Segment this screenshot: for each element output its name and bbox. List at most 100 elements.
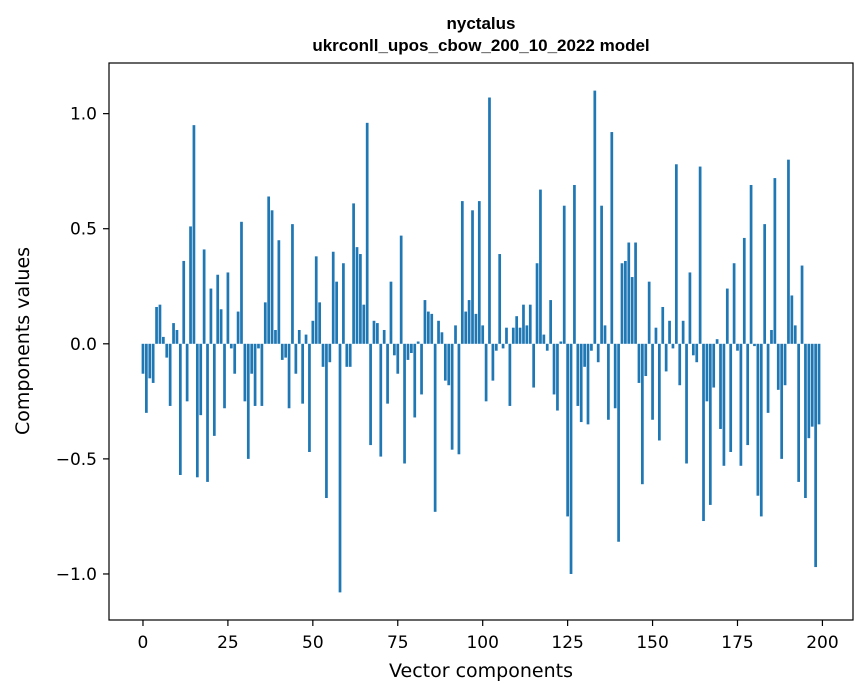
bar-55: [328, 343, 332, 363]
bar-27: [233, 343, 237, 374]
bar-4: [155, 306, 158, 344]
plot-frame: [108, 62, 854, 621]
bar-191: [790, 295, 794, 344]
bar-109: [511, 327, 515, 344]
bar-77: [403, 343, 406, 464]
bar-186: [773, 178, 777, 344]
bar-3: [151, 343, 155, 383]
bar-75: [396, 343, 400, 374]
bar-53: [321, 343, 325, 367]
bar-23: [219, 309, 223, 344]
bar-132: [590, 343, 593, 351]
bar-82: [420, 343, 423, 395]
x-tick-label: 175: [721, 633, 753, 653]
bar-129: [579, 343, 583, 423]
bar-6: [162, 336, 165, 344]
bar-168: [712, 343, 716, 388]
bar-63: [355, 247, 359, 344]
bar-39: [274, 329, 277, 344]
bar-140: [617, 343, 620, 542]
bar-101: [484, 343, 488, 402]
bar-66: [365, 122, 369, 344]
x-tick-label: 25: [217, 633, 239, 653]
bar-173: [729, 343, 733, 452]
bar-112: [522, 304, 525, 344]
bar-119: [545, 343, 549, 351]
bar-170: [719, 343, 722, 429]
bar-22: [216, 274, 220, 344]
bar-199: [817, 343, 821, 425]
bar-182: [759, 343, 763, 517]
bar-0: [141, 343, 145, 374]
bar-25: [226, 272, 230, 344]
bar-57: [335, 281, 338, 344]
bar-20: [209, 288, 213, 344]
bar-165: [702, 343, 705, 522]
bar-35: [260, 343, 264, 406]
bar-171: [722, 343, 726, 466]
bar-43: [287, 343, 291, 409]
bar-193: [797, 343, 800, 482]
bar-190: [787, 159, 790, 344]
bar-30: [243, 343, 247, 402]
y-tick-label: 0.0: [70, 335, 97, 355]
bar-143: [627, 242, 631, 344]
bar-51: [314, 256, 318, 344]
bar-33: [253, 343, 257, 406]
x-tick-label: 125: [551, 633, 583, 653]
chart-subtitle: ukrconll_upos_cbow_200_10_2022 model: [312, 36, 649, 55]
bar-86: [433, 343, 437, 512]
bar-2: [148, 343, 152, 379]
bar-188: [780, 343, 784, 459]
bar-64: [359, 254, 362, 344]
bar-120: [549, 300, 552, 344]
bar-135: [600, 205, 603, 344]
bar-183: [763, 224, 767, 344]
bar-122: [556, 343, 559, 411]
bar-12: [182, 260, 186, 344]
bar-166: [705, 343, 709, 402]
bars-group: [141, 90, 821, 593]
bar-104: [494, 343, 498, 351]
bar-83: [423, 300, 427, 344]
bar-99: [477, 201, 481, 344]
bar-146: [637, 343, 641, 383]
bar-48: [304, 334, 308, 344]
bar-184: [766, 343, 770, 413]
bar-157: [674, 164, 678, 344]
bar-194: [800, 265, 804, 344]
bar-42: [284, 343, 288, 358]
y-tick-label: 1.0: [70, 105, 97, 125]
x-axis: 0 25 50 75 100 125 150 175 200: [138, 620, 839, 653]
bar-8: [168, 343, 172, 406]
bar-152: [658, 343, 661, 441]
bar-34: [257, 343, 260, 349]
bar-26: [229, 343, 233, 349]
bar-54: [325, 343, 328, 499]
bar-116: [535, 263, 539, 344]
bar-179: [749, 184, 753, 344]
bar-14: [189, 226, 192, 344]
bar-96: [467, 300, 471, 344]
bar-107: [505, 327, 508, 344]
bar-167: [708, 343, 712, 505]
bar-65: [362, 304, 366, 344]
bar-37: [267, 196, 271, 344]
bar-196: [807, 343, 811, 439]
bar-159: [681, 320, 685, 344]
bar-172: [725, 288, 729, 344]
bar-79: [410, 343, 413, 354]
bar-73: [389, 281, 393, 344]
x-tick-label: 200: [806, 633, 838, 653]
bar-151: [654, 327, 658, 344]
bar-174: [732, 263, 736, 344]
bar-176: [739, 343, 743, 466]
bar-144: [630, 277, 634, 344]
bar-24: [223, 343, 226, 409]
bar-131: [586, 343, 590, 425]
x-tick-label: 100: [466, 633, 498, 653]
bar-197: [810, 343, 814, 427]
bar-118: [542, 334, 546, 344]
